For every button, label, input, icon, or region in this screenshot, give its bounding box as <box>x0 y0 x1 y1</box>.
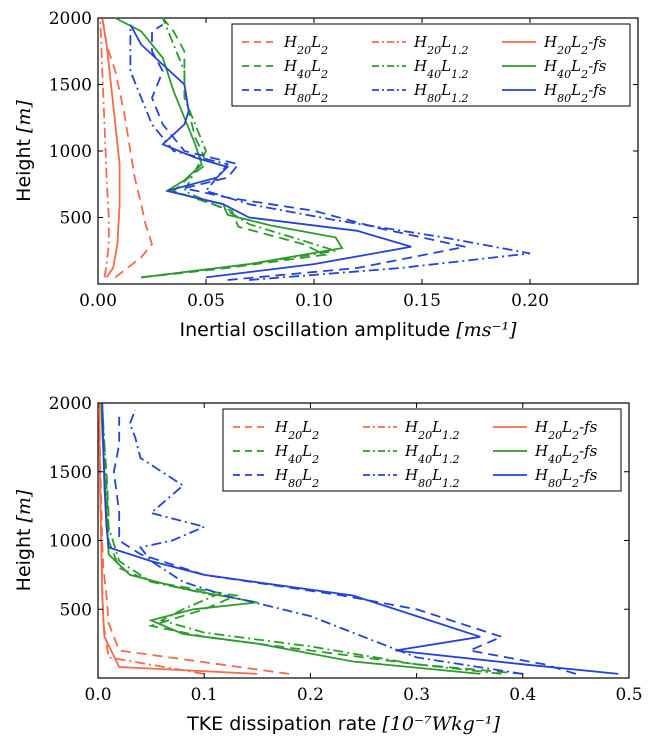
x-tick-label: 0.0 <box>84 685 111 705</box>
x-tick-label: 0.15 <box>403 291 441 311</box>
series-line <box>101 17 121 278</box>
series-line <box>101 402 523 675</box>
series-line <box>151 23 466 281</box>
legend-label: H40L2-fs <box>534 442 598 466</box>
series-line <box>129 24 412 279</box>
legend: H20L2 H20L1.2 H20L2-fs H40L2 H40L1.2 H40L2-fs… <box>222 408 622 492</box>
series-line <box>114 17 344 279</box>
legend-label: H20L2 <box>274 418 319 442</box>
legend-label: H40L2 <box>274 442 319 466</box>
series-line <box>141 17 328 279</box>
y-axis-label: Height [m] <box>13 489 35 591</box>
x-tick-label: 0.3 <box>403 685 430 705</box>
x-tick-label: 0.2 <box>297 685 324 705</box>
series-line <box>101 402 502 675</box>
legend-label: H80L2 <box>274 466 319 490</box>
legend-label: H80L2-fs <box>543 81 607 105</box>
y-tick-label: 1500 <box>49 76 92 96</box>
series-line <box>99 17 110 278</box>
series-line <box>101 17 154 279</box>
y-tick-label: 2000 <box>49 9 92 29</box>
legend-label: H20L1.2 <box>413 33 469 57</box>
series-line <box>98 402 258 675</box>
legend-label: H40L1.2 <box>413 57 469 81</box>
y-axis-label: Height [m] <box>13 100 35 202</box>
x-axis-label: TKE dissipation rate [10⁻⁷Wkg⁻¹] <box>186 713 500 735</box>
x-tick-label: 0.4 <box>509 685 536 705</box>
legend-label: H80L1.2 <box>413 81 469 105</box>
y-tick-label: 500 <box>60 600 92 620</box>
x-tick-label: 0.00 <box>79 291 117 311</box>
series-line <box>101 402 619 675</box>
top-chart-panel: 0.00 0.05 0.10 0.15 0.20 500 1000 1500 2000 Inert… <box>13 9 639 341</box>
legend: H20L2 H20L1.2 H20L2-fs H40L2 H40L1.2 H40L2-fs… <box>231 23 631 107</box>
legend-label: H20L1.2 <box>404 418 460 442</box>
legend-label: H80L1.2 <box>404 466 460 490</box>
x-axis-label: Inertial oscillation amplitude [ms⁻¹] <box>179 319 517 341</box>
legend-label: H40L2 <box>283 57 328 81</box>
legend-label: H20L2 <box>283 33 328 57</box>
y-tick-label: 1500 <box>49 463 92 483</box>
y-tick-label: 1000 <box>49 142 92 162</box>
x-tick-label: 0.5 <box>615 685 642 705</box>
series-line <box>141 17 336 279</box>
x-tick-label: 0.1 <box>191 685 218 705</box>
series-line <box>112 416 577 675</box>
series-line <box>128 409 523 675</box>
legend-label: H40L1.2 <box>404 442 460 466</box>
legend-label: H20L2-fs <box>543 33 607 57</box>
x-tick-label: 0.20 <box>511 291 549 311</box>
y-tick-label: 2000 <box>49 394 92 414</box>
legend-label: H40L2-fs <box>543 57 607 81</box>
y-tick-label: 500 <box>60 209 92 229</box>
legend-box <box>231 23 631 107</box>
legend-box <box>222 408 622 492</box>
legend-label: H80L2 <box>283 81 328 105</box>
x-tick-label: 0.10 <box>295 291 333 311</box>
bottom-chart-panel: 0.0 0.1 0.2 0.3 0.4 0.5 500 1000 1500 2000 TKE dis… <box>13 394 643 735</box>
legend-label: H20L2-fs <box>534 418 598 442</box>
x-tick-label: 0.05 <box>187 291 225 311</box>
y-tick-label: 1000 <box>49 532 92 552</box>
legend-label: H80L2-fs <box>534 466 598 490</box>
